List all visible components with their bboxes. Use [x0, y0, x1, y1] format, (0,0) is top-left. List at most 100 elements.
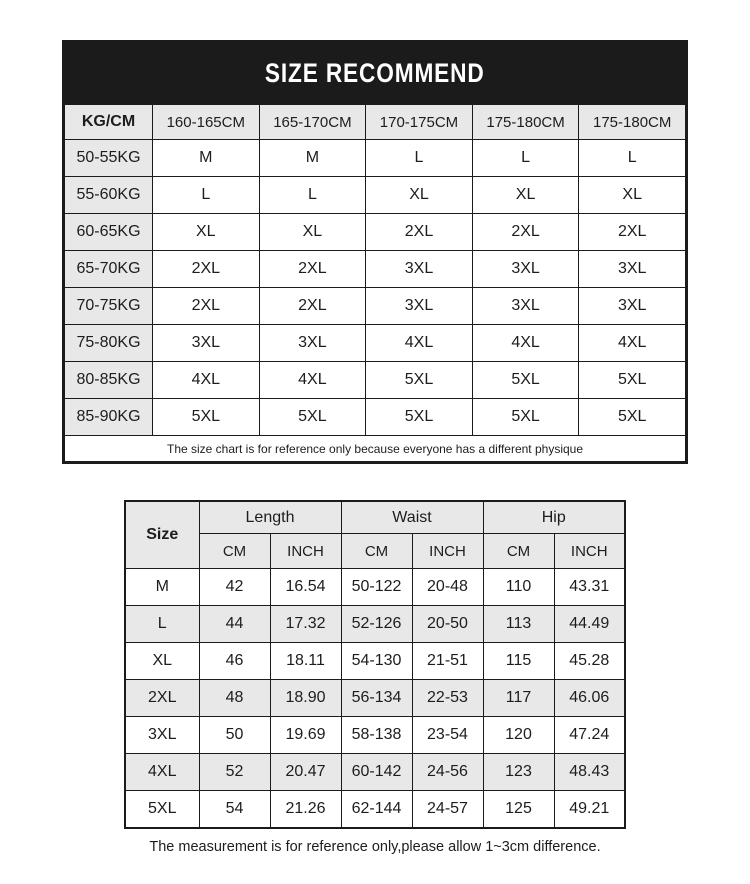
table-cell: 125: [482, 790, 555, 829]
table-cell: L: [258, 176, 367, 214]
unit-header-cm: CM: [198, 533, 271, 569]
table-cell: 120: [482, 716, 555, 754]
table-cell: 4XL: [365, 324, 473, 362]
column-header-height-3: 170-175CM: [365, 104, 473, 140]
table-row: 70-75KG 2XL 2XL 3XL 3XL 3XL: [64, 287, 686, 325]
table-cell: 18.90: [269, 679, 342, 717]
table-cell: 42: [198, 568, 271, 606]
row-header-weight: 50-55KG: [64, 139, 153, 177]
table-cell: XL: [258, 213, 367, 251]
table-cell: 3XL: [578, 287, 686, 325]
unit-header-inch: INCH: [269, 533, 342, 569]
table-cell: 5XL: [578, 361, 686, 399]
table-cell: 3XL: [152, 324, 260, 362]
unit-header-cm: CM: [482, 533, 555, 569]
table-cell: XL: [471, 176, 580, 214]
table-cell: 50-122: [340, 568, 413, 606]
table-cell: 62-144: [340, 790, 413, 829]
table-cell: 3XL: [365, 287, 473, 325]
table-cell: 113: [482, 605, 555, 643]
table-cell: 4XL: [258, 361, 367, 399]
table-cell: 58-138: [340, 716, 413, 754]
row-header-weight: 65-70KG: [64, 250, 153, 288]
row-header-size: XL: [124, 642, 200, 680]
table-unit-header-row: CM INCH CM INCH CM INCH: [125, 533, 626, 569]
measurement-note: The measurement is for reference only,pl…: [149, 839, 601, 855]
table-cell: 2XL: [152, 250, 260, 288]
table-cell: 22-53: [411, 679, 484, 717]
unit-header-inch: INCH: [411, 533, 484, 569]
table-cell: 23-54: [411, 716, 484, 754]
table-cell: 54: [198, 790, 271, 829]
table-cell: 117: [482, 679, 555, 717]
table-row: 50-55KG M M L L L: [64, 139, 686, 177]
unit-header-inch: INCH: [553, 533, 626, 569]
table-cell: 5XL: [258, 398, 367, 436]
table-cell: 16.54: [269, 568, 342, 606]
table-row: 4XL 52 20.47 60-142 24-56 123 48.43: [124, 753, 626, 791]
table-cell: 20.47: [269, 753, 342, 791]
column-header-height-2: 165-170CM: [258, 104, 367, 140]
table-cell: 47.24: [553, 716, 626, 754]
table-row: 75-80KG 3XL 3XL 4XL 4XL 4XL: [64, 324, 686, 362]
table-row: 5XL 54 21.26 62-144 24-57 125 49.21: [124, 790, 626, 829]
table-cell: 50: [198, 716, 271, 754]
table-cell: L: [471, 139, 580, 177]
table-cell: 43.31: [553, 568, 626, 606]
row-header-size: 3XL: [124, 716, 200, 754]
table-cell: 24-56: [411, 753, 484, 791]
row-header-weight: 85-90KG: [64, 398, 153, 436]
table-cell: 52-126: [340, 605, 413, 643]
table-cell: 56-134: [340, 679, 413, 717]
row-header-weight: 55-60KG: [64, 176, 153, 214]
table-group-header-row: Size Length Waist Hip: [124, 500, 626, 569]
table-cell: 3XL: [471, 287, 580, 325]
table-cell: 52: [198, 753, 271, 791]
table-cell: 3XL: [471, 250, 580, 288]
column-header-size: Size: [124, 500, 200, 569]
row-header-weight: 80-85KG: [64, 361, 153, 399]
table-cell: 4XL: [152, 361, 260, 399]
table-cell: 2XL: [152, 287, 260, 325]
row-header-size: 4XL: [124, 753, 200, 791]
table-cell: 2XL: [365, 213, 473, 251]
column-header-height-5: 175-180CM: [578, 104, 686, 140]
row-header-weight: 75-80KG: [64, 324, 153, 362]
table-header-row: KG/CM 160-165CM 165-170CM 170-175CM 175-…: [64, 104, 686, 140]
size-chart-note: The size chart is for reference only bec…: [64, 435, 686, 462]
column-header-kgcm: KG/CM: [64, 104, 153, 140]
table-cell: 5XL: [152, 398, 260, 436]
table-cell: 54-130: [340, 642, 413, 680]
table-cell: 2XL: [258, 287, 367, 325]
table-cell: 4XL: [471, 324, 580, 362]
table-cell: 24-57: [411, 790, 484, 829]
table-cell: 20-48: [411, 568, 484, 606]
table-cell: XL: [152, 213, 260, 251]
table-cell: 123: [482, 753, 555, 791]
unit-header-cm: CM: [340, 533, 413, 569]
column-header-height-1: 160-165CM: [152, 104, 260, 140]
table-row: 65-70KG 2XL 2XL 3XL 3XL 3XL: [64, 250, 686, 288]
table-cell: 21-51: [411, 642, 484, 680]
table-cell: XL: [365, 176, 473, 214]
table-cell: L: [152, 176, 260, 214]
size-recommend-title-band: SIZE RECOMMEND: [64, 42, 686, 104]
table-cell: 17.32: [269, 605, 342, 643]
table-cell: 18.11: [269, 642, 342, 680]
table-cell: 44.49: [553, 605, 626, 643]
table-cell: 48.43: [553, 753, 626, 791]
row-header-weight: 60-65KG: [64, 213, 153, 251]
table-cell: 5XL: [365, 398, 473, 436]
table-cell: 46: [198, 642, 271, 680]
column-group-waist: Waist: [340, 500, 484, 534]
table-cell: 45.28: [553, 642, 626, 680]
table-cell: 44: [198, 605, 271, 643]
table-cell: 5XL: [578, 398, 686, 436]
table-cell: 5XL: [365, 361, 473, 399]
table-cell: 46.06: [553, 679, 626, 717]
table-cell: 115: [482, 642, 555, 680]
table-cell: 2XL: [471, 213, 580, 251]
table-row: 60-65KG XL XL 2XL 2XL 2XL: [64, 213, 686, 251]
table-cell: 48: [198, 679, 271, 717]
row-header-size: L: [124, 605, 200, 643]
